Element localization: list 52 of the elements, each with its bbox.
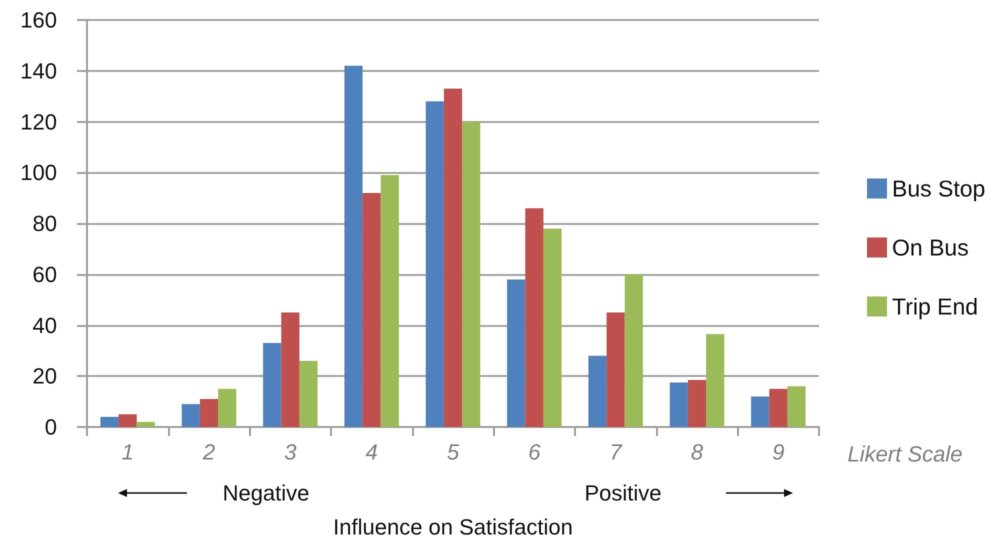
x-tick-label: 5 [446, 440, 460, 464]
y-tick-label: 160 [20, 8, 57, 32]
x-tick-label: 1 [122, 440, 134, 464]
bar [362, 192, 381, 427]
x-tick-label: 9 [772, 440, 784, 464]
bar [462, 122, 480, 427]
bar [624, 274, 643, 427]
y-tick-label: 40 [32, 312, 57, 338]
bar [606, 312, 625, 427]
x-tick-label: 7 [610, 440, 623, 464]
x-tick-label: 4 [366, 440, 378, 464]
bar [670, 382, 688, 427]
bar [218, 388, 236, 427]
x-tick-label: 3 [284, 440, 298, 464]
bar [769, 388, 788, 427]
bar [525, 208, 544, 427]
y-tick-label: 120 [20, 109, 57, 134]
legend-label: On Bus [892, 234, 969, 260]
text: Positive [584, 480, 662, 506]
bar [263, 343, 282, 427]
bar [380, 175, 399, 427]
x-tick-label: 6 [528, 440, 542, 464]
y-tick-label: 20 [32, 364, 57, 389]
y-tick-label: 0 [44, 414, 57, 440]
bar [543, 228, 562, 427]
legend-label: Bus Stop [892, 176, 986, 202]
bar [688, 380, 706, 427]
bar [588, 356, 607, 427]
y-tick-label: 80 [32, 211, 57, 236]
bar [100, 416, 119, 427]
bar [182, 404, 200, 427]
legend-label: Trip End [892, 294, 978, 320]
text: Negative [222, 480, 310, 506]
y-tick-label: 140 [20, 58, 57, 84]
y-tick-label: 100 [20, 160, 57, 186]
bar [200, 399, 218, 427]
bar [706, 334, 724, 427]
bar [118, 414, 137, 427]
x-axis-title: Influence on Satisfaction [333, 514, 573, 540]
text: Likert Scale [848, 442, 962, 466]
bar [426, 101, 444, 427]
bar [136, 422, 155, 427]
bar [299, 360, 318, 427]
y-tick-label: 60 [32, 262, 57, 287]
x-tick-label: 8 [690, 440, 704, 464]
bar [507, 279, 526, 427]
bar [751, 396, 770, 427]
bar [787, 386, 806, 427]
bar [444, 88, 462, 427]
bar [344, 66, 363, 427]
x-tick-label: 2 [202, 440, 216, 464]
bar [281, 312, 300, 427]
